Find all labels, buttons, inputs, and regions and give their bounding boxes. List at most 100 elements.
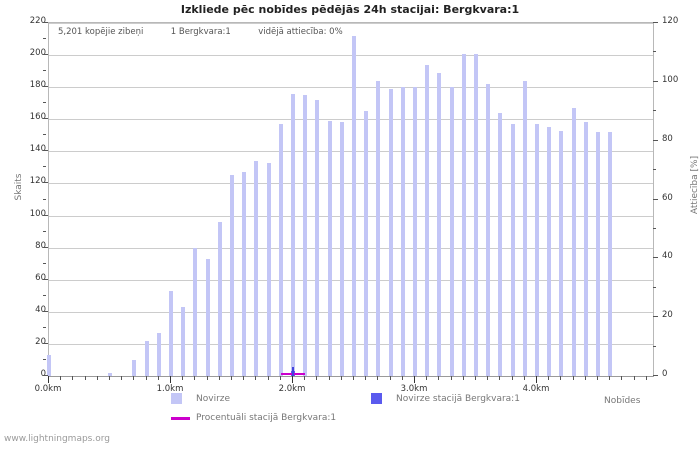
y-axis-left-tick-label: 80: [35, 240, 46, 251]
chart-legend: Novirze Novirze stacijā Bergkvara:1 Procen…: [0, 390, 700, 430]
y-axis-left-tick-label: 60: [35, 272, 46, 283]
y-axis-right-minor-tick: [653, 346, 656, 347]
annotation-total: 5,201 kopējie zibeņi: [58, 27, 144, 37]
y-axis-left-minor-tick: [43, 263, 46, 264]
bar: [47, 355, 51, 376]
bar: [193, 247, 198, 376]
y-axis-right-tick-label: 120: [662, 16, 679, 26]
y-axis-right-minor-tick: [653, 228, 656, 229]
legend-label: Novirze: [196, 394, 231, 404]
bar: [254, 161, 259, 376]
y-axis-right-tick: [653, 375, 658, 376]
y-axis-left-tick-label: 40: [35, 304, 46, 315]
bar: [291, 93, 296, 376]
x-axis-minor-tick: [72, 376, 73, 380]
annotation-average: vidējā attiecība: 0%: [258, 27, 343, 37]
watermark: www.lightningmaps.org: [4, 434, 110, 444]
x-axis-minor-tick: [621, 376, 622, 380]
x-axis-minor-tick: [646, 376, 647, 380]
bar: [315, 100, 320, 376]
x-axis-minor-tick: [573, 376, 574, 380]
y-axis-right-tick: [653, 199, 658, 200]
gridline: [49, 344, 653, 345]
y-axis-left-minor-tick: [43, 38, 46, 39]
y-axis-right-tick-label: 60: [662, 192, 673, 203]
bar: [522, 80, 527, 376]
x-axis-minor-tick: [390, 376, 391, 380]
y-axis-left-tick-label: 0: [40, 369, 46, 379]
bar: [498, 112, 503, 376]
legend-line-marker: [171, 417, 190, 420]
bar: [596, 132, 601, 376]
y-axis-left-tick: [43, 247, 48, 248]
bar: [376, 80, 381, 376]
y-axis-left-tick: [43, 118, 48, 119]
x-axis-minor-tick: [243, 376, 244, 380]
bar: [242, 172, 247, 376]
bar: [571, 108, 576, 376]
x-axis-minor-tick: [402, 376, 403, 380]
x-axis-minor-tick: [341, 376, 342, 380]
x-axis-minor-tick: [316, 376, 317, 380]
y-axis-left-tick: [43, 343, 48, 344]
y-axis-left-minor-tick: [43, 359, 46, 360]
y-axis-left-tick-label: 100: [29, 208, 46, 219]
y-axis-right-tick: [653, 81, 658, 82]
annotation-station: 1 Bergkvara:1: [170, 27, 231, 37]
legend-label: Procentuāli stacijā Bergkvara:1: [196, 413, 337, 423]
bar: [278, 124, 283, 376]
x-axis-minor-tick: [219, 376, 220, 380]
bar: [303, 95, 308, 376]
x-axis-minor-tick: [85, 376, 86, 380]
gridline: [49, 248, 653, 249]
x-axis-minor-tick: [158, 376, 159, 380]
bar: [461, 53, 466, 376]
bar: [132, 359, 137, 376]
y-axis-right-tick-label: 40: [662, 251, 673, 262]
y-axis-left-minor-tick: [43, 102, 46, 103]
y-axis-left-minor-tick: [43, 70, 46, 71]
x-axis-tick: [292, 376, 293, 383]
y-axis-left-tick-label: 20: [35, 336, 46, 347]
x-axis-minor-tick: [524, 376, 525, 380]
bar: [583, 122, 588, 376]
bar: [400, 87, 405, 376]
x-axis-minor-tick: [329, 376, 330, 380]
x-axis-minor-tick: [365, 376, 366, 380]
gridline: [49, 55, 653, 56]
x-axis-tick-label: 3.0km: [400, 384, 428, 394]
bar: [388, 88, 393, 376]
plot-area: [47, 22, 654, 377]
y-axis-left-tick: [43, 150, 48, 151]
y-axis-right-tick-label: 100: [662, 74, 679, 85]
y-axis-right-minor-tick: [653, 51, 656, 52]
gridline: [49, 216, 653, 217]
bar: [364, 111, 369, 376]
y-axis-left-tick-label: 180: [29, 80, 46, 91]
x-axis-minor-tick: [634, 376, 635, 380]
legend-swatch: [171, 393, 182, 404]
y-axis-left-minor-tick: [43, 295, 46, 296]
x-axis-minor-tick: [451, 376, 452, 380]
y-axis-left-minor-tick: [43, 231, 46, 232]
x-axis-minor-tick: [585, 376, 586, 380]
y-axis-right-tick: [653, 140, 658, 141]
bar: [108, 372, 112, 376]
bar: [425, 64, 430, 376]
bar: [437, 72, 442, 376]
y-axis-right-minor-tick: [653, 110, 656, 111]
y-axis-left-tick-label: 140: [29, 144, 46, 155]
y-axis-right-tick: [653, 316, 658, 317]
x-axis-minor-tick: [548, 376, 549, 380]
y-axis-left-tick: [43, 279, 48, 280]
gridline: [49, 23, 653, 24]
y-axis-left-tick: [43, 22, 48, 23]
bar: [559, 130, 564, 376]
y-axis-left-minor-tick: [43, 134, 46, 135]
x-axis-minor-tick: [255, 376, 256, 380]
bar: [339, 122, 344, 376]
y-axis-left-tick-label: 160: [29, 112, 46, 123]
x-axis-minor-tick: [268, 376, 269, 380]
x-axis-minor-tick: [304, 376, 305, 380]
x-axis-minor-tick: [609, 376, 610, 380]
